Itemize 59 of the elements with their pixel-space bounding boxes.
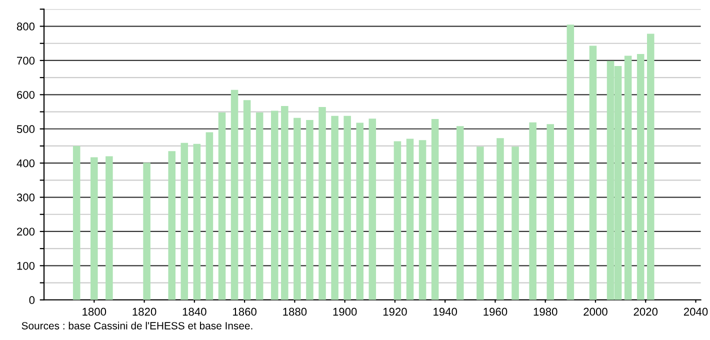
x-tick-label: 2020 xyxy=(634,308,658,316)
bar xyxy=(496,138,504,300)
x-tick-label: 1920 xyxy=(383,308,407,316)
x-tick-label: 2000 xyxy=(584,308,608,316)
y-tick-label: 0 xyxy=(29,296,35,304)
x-tick-label: 1960 xyxy=(484,308,508,316)
bar xyxy=(368,118,376,300)
x-tick-label: 2040 xyxy=(684,308,708,316)
bar xyxy=(589,46,597,300)
x-tick-label: 1880 xyxy=(283,308,307,316)
x-tick-label: 1940 xyxy=(434,308,458,316)
bar xyxy=(636,54,644,300)
y-tick-label: 800 xyxy=(16,22,35,30)
bar xyxy=(418,140,426,300)
bar xyxy=(72,146,80,300)
source-note: Sources : base Cassini de l'EHESS et base Insee. xyxy=(22,322,252,330)
bar xyxy=(168,151,176,300)
x-tick-label: 1860 xyxy=(233,308,256,316)
bar xyxy=(647,34,654,300)
bar xyxy=(356,122,364,300)
bar xyxy=(318,106,326,300)
bar xyxy=(256,112,264,300)
bar xyxy=(218,112,226,300)
bar xyxy=(271,110,278,300)
y-tick-label: 100 xyxy=(17,262,35,270)
bar xyxy=(456,126,464,300)
bar xyxy=(476,146,484,300)
x-tick-label: 1820 xyxy=(132,308,156,316)
bar xyxy=(143,162,150,300)
bar xyxy=(529,122,536,300)
bar xyxy=(306,120,314,300)
bar xyxy=(394,141,402,300)
bar xyxy=(624,56,632,300)
bar xyxy=(566,24,574,300)
bar xyxy=(546,124,554,300)
bar xyxy=(90,157,98,300)
bar xyxy=(106,156,113,300)
bar xyxy=(180,142,188,300)
y-tick-label: 400 xyxy=(16,159,35,168)
y-tick-label: 600 xyxy=(17,90,35,99)
y-tick-label: 700 xyxy=(17,56,35,65)
x-tick-label: 1840 xyxy=(182,308,206,316)
bar xyxy=(512,146,519,300)
bar xyxy=(230,90,238,300)
bar xyxy=(281,106,288,300)
bar xyxy=(193,144,201,300)
bar xyxy=(431,118,439,300)
bar xyxy=(331,116,338,300)
x-tick-label: 1900 xyxy=(333,308,357,316)
y-tick-label: 200 xyxy=(17,228,35,236)
bar xyxy=(344,116,351,300)
y-tick-label: 300 xyxy=(16,194,35,202)
bar xyxy=(294,118,301,300)
x-tick-label: 1980 xyxy=(534,308,558,316)
bar xyxy=(206,132,214,300)
bar xyxy=(406,138,414,300)
y-tick-label: 500 xyxy=(16,125,35,134)
bar xyxy=(243,100,251,300)
x-tick-label: 1800 xyxy=(82,308,106,316)
